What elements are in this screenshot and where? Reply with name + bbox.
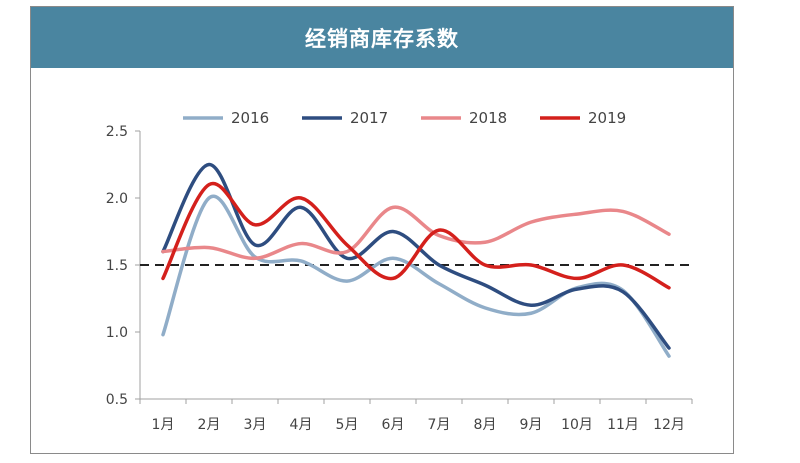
series-line-2017 [161,162,671,350]
x-tick-label: 12月 [653,417,685,433]
series-line-2019 [161,181,671,290]
legend-label-2016: 2016 [231,109,269,127]
x-tick-label: 6月 [382,417,405,433]
x-tick-label: 7月 [428,417,451,433]
y-tick-label: 1.0 [106,325,128,341]
title-bar: 经销商库存系数 [31,7,733,68]
series-line-2018 [161,205,671,261]
x-tick-label: 3月 [244,417,267,433]
x-tick-label: 8月 [474,417,497,433]
chart-title: 经销商库存系数 [305,26,459,51]
x-tick-label: 1月 [152,417,175,433]
series-line-2016 [161,194,671,358]
legend-label-2018: 2018 [469,109,507,127]
legend-label-2019: 2019 [588,109,626,127]
x-tick-label: 5月 [336,417,359,433]
y-tick-label: 0.5 [106,392,128,408]
y-tick-label: 2.0 [106,191,128,207]
x-tick-label: 2月 [198,417,221,433]
y-tick-label: 2.5 [106,124,128,140]
y-tick-label: 1.5 [106,258,128,274]
x-tick-label: 10月 [561,417,593,433]
chart-frame: 经销商库存系数 [30,6,734,454]
x-tick-label: 11月 [607,417,639,433]
legend-label-2017: 2017 [350,109,388,127]
x-tick-label: 4月 [290,417,313,433]
x-tick-label: 9月 [520,417,543,433]
